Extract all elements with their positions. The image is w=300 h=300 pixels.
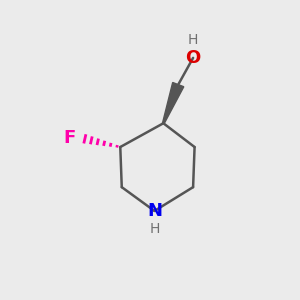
Text: H: H [149,222,160,236]
Text: F: F [63,129,76,147]
Text: O: O [185,49,201,67]
Polygon shape [163,82,184,124]
Text: H: H [188,33,198,47]
Text: N: N [147,202,162,220]
